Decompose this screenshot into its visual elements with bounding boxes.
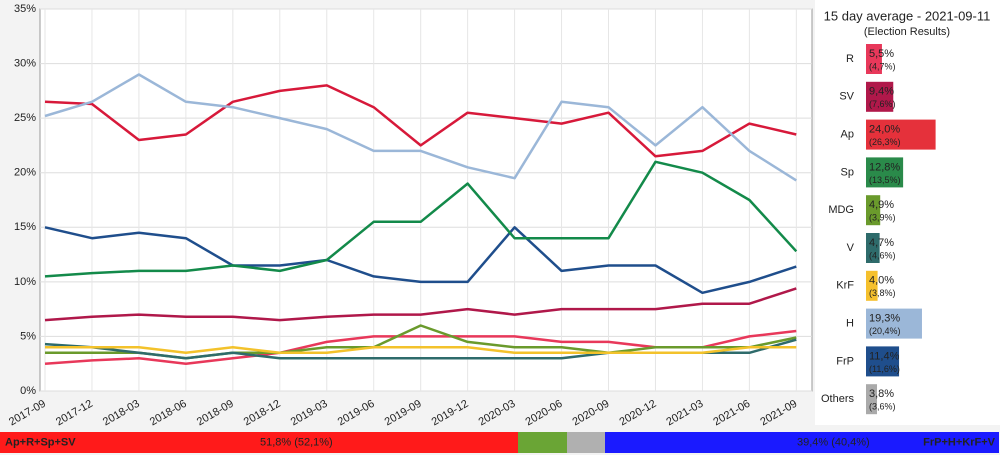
party-label: MDG [828, 204, 854, 216]
side-subtitle: (Election Results) [864, 26, 950, 38]
value-label: 3,8% [869, 388, 894, 400]
y-tick-label: 0% [20, 385, 36, 397]
bar [866, 346, 900, 377]
bloc-value-label: 51,8% [260, 436, 291, 448]
party-label: V [847, 242, 855, 254]
side-panel [815, 0, 1000, 425]
value-label: 4,7% [869, 237, 894, 249]
x-tick-label: 2017-09 [7, 398, 48, 429]
bar [866, 384, 878, 415]
bloc-name: FrP+H+KrF+V [923, 436, 995, 448]
series-line [44, 160, 798, 278]
result-label: (11,6%) [869, 364, 900, 374]
bar [866, 119, 936, 150]
bloc-bar [605, 432, 999, 453]
party-label: KrF [836, 280, 854, 292]
bar [866, 195, 881, 226]
bar [866, 233, 880, 263]
bloc-value: 39,4% (40,4%) [797, 436, 870, 448]
x-tick-label: 2019-09 [383, 398, 424, 429]
series-line [44, 287, 797, 322]
x-tick-label: 2019-12 [430, 398, 471, 429]
bar [866, 270, 878, 301]
result-label: (4,7%) [869, 61, 896, 71]
party-label: R [846, 53, 854, 65]
y-tick-label: 35% [14, 3, 36, 15]
bloc-bar [567, 432, 605, 453]
bar [866, 308, 922, 339]
result-label: (3,8%) [869, 288, 896, 298]
bloc-name: Ap+R+Sp+SV [5, 436, 76, 448]
y-tick-label: 10% [14, 276, 36, 288]
bloc-value: 51,8% (52,1%) [260, 436, 333, 448]
x-tick-label: 2018-12 [242, 398, 283, 429]
y-tick-label: 20% [14, 167, 36, 179]
bar [866, 44, 882, 74]
x-tick-label: 2020-09 [570, 398, 611, 429]
party-label: FrP [836, 355, 854, 367]
bar [866, 81, 894, 112]
x-tick-label: 2020-06 [524, 398, 565, 429]
party-label: SV [839, 91, 854, 103]
bloc-result-label: (40,4%) [831, 436, 870, 448]
bloc-bar [0, 432, 518, 453]
x-tick-label: 2018-06 [148, 398, 189, 429]
party-label: Ap [841, 129, 854, 141]
party-label: Others [821, 393, 855, 405]
party-label: Sp [841, 166, 854, 178]
x-tick-label: 2018-03 [101, 398, 142, 429]
plot-area [39, 8, 813, 392]
x-tick-label: 2021-03 [664, 398, 705, 429]
value-label: 11,4% [869, 350, 900, 362]
y-tick-label: 25% [14, 112, 36, 124]
value-label: 4,9% [869, 199, 894, 211]
result-label: (3,6%) [869, 402, 896, 412]
party-label: H [846, 318, 854, 330]
x-tick-label: 2021-06 [711, 398, 752, 429]
series-line [44, 73, 797, 182]
x-tick-label: 2021-09 [758, 398, 799, 429]
x-tick-label: 2019-03 [289, 398, 330, 429]
result-label: (4,6%) [869, 250, 896, 260]
value-label: 5,5% [869, 48, 894, 60]
series-line [44, 84, 797, 158]
y-tick-label: 30% [14, 57, 36, 69]
result-label: (3,9%) [869, 213, 896, 223]
value-label: 19,3% [869, 313, 900, 325]
value-label: 12,8% [869, 161, 900, 173]
bloc-value-label: 39,4% [797, 436, 828, 448]
value-label: 24,0% [869, 124, 900, 136]
x-tick-label: 2019-06 [336, 398, 377, 429]
y-tick-label: 5% [20, 330, 36, 342]
value-label: 9,4% [869, 86, 894, 98]
side-title: 15 day average - 2021-09-11 [824, 8, 991, 23]
series-line [45, 346, 797, 355]
result-label: (7,6%) [869, 99, 896, 109]
bar [866, 157, 904, 188]
result-label: (13,5%) [869, 175, 901, 185]
x-tick-label: 2018-09 [195, 398, 236, 429]
bloc-result-label: (52,1%) [294, 436, 333, 448]
result-label: (26,3%) [869, 137, 901, 147]
bloc-bar [518, 432, 567, 453]
x-tick-label: 2020-03 [477, 398, 518, 429]
x-tick-label: 2020-12 [617, 398, 658, 429]
value-label: 4,0% [869, 275, 894, 287]
result-label: (20,4%) [869, 326, 901, 336]
series-line [44, 226, 797, 295]
y-tick-label: 15% [14, 221, 36, 233]
x-tick-label: 2017-12 [54, 398, 95, 429]
